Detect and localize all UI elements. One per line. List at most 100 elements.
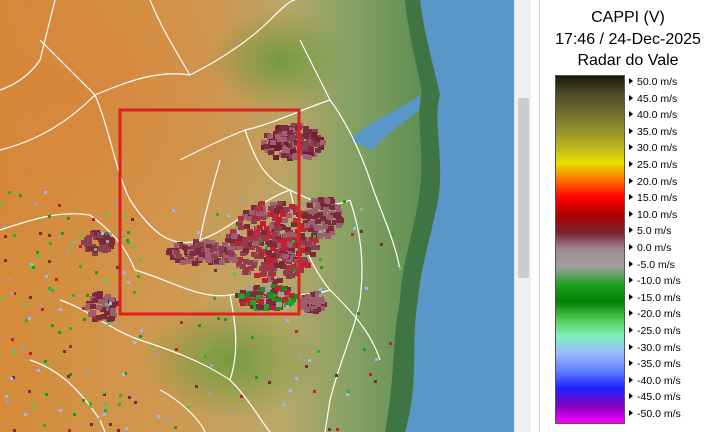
echo-pixel [330,205,336,210]
echo-speck [216,213,219,216]
echo-pixel [277,243,283,248]
echo-pixel [244,224,250,229]
echo-speck [286,305,289,308]
echo-speck [51,324,54,327]
echo-pixel [252,260,258,265]
echo-pixel [211,254,217,259]
echo-speck [36,251,39,254]
echo-pixel [287,237,293,242]
echo-speck [227,214,230,217]
echo-pixel [310,252,316,257]
echo-speck [99,283,102,286]
echo-speck [214,269,217,272]
echo-pixel [199,252,205,257]
echo-pixel [219,252,225,257]
echo-pixel [318,145,324,150]
echo-speck [73,413,76,416]
echo-pixel [94,292,100,297]
echo-pixel [254,273,260,278]
echo-speck [231,390,234,393]
echo-pixel [312,300,318,305]
echo-pixel [315,291,321,296]
echo-speck [302,211,305,214]
echo-speck [363,348,366,351]
echo-pixel [306,137,312,142]
echo-speck [116,200,119,203]
echo-speck [59,308,62,311]
echo-speck [392,233,395,236]
echo-pixel [298,263,304,268]
echo-speck [240,395,243,398]
echo-pixel [311,132,317,137]
echo-pixel [273,213,279,218]
echo-pixel [90,311,96,316]
echo-speck [127,241,130,244]
echo-pixel [269,223,275,228]
echo-speck [369,373,372,376]
echo-speck [235,226,238,229]
echo-pixel [86,303,92,308]
radar-map[interactable] [0,0,514,432]
echo-speck [49,242,52,245]
echo-speck [8,191,11,194]
echo-speck [360,208,363,211]
echo-pixel [255,206,261,211]
echo-pixel [313,309,319,314]
echo-speck [116,266,119,269]
echo-pixel [274,146,280,151]
echo-speck [217,317,220,320]
echo-speck [103,393,106,396]
echo-pixel [107,317,113,322]
echo-speck [68,429,71,432]
echo-speck [103,413,106,416]
scrollbar-thumb[interactable] [518,98,529,278]
echo-pixel [259,266,265,271]
echo-pixel [198,242,204,247]
color-bar-tick-label: -35.0 m/s [629,358,681,370]
echo-speck [210,364,213,367]
echo-pixel [98,299,104,304]
echo-pixel [190,245,196,250]
echo-speck [66,251,69,254]
echo-pixel [282,142,288,147]
echo-pixel [190,251,196,256]
echo-pixel [315,148,321,153]
echo-pixel [174,243,180,248]
echo-speck [380,243,383,246]
echo-pixel [290,149,296,154]
echo-speck [308,359,311,362]
echo-pixel [304,307,310,312]
echo-pixel [329,199,335,204]
echo-pixel [312,129,318,134]
echo-speck [180,321,183,324]
echo-pixel [237,257,243,262]
color-bar-tick-label: -5.0 m/s [629,259,675,271]
valley-shading [210,10,350,110]
echo-pixel [283,233,289,238]
radar-map-canvas[interactable] [0,0,514,432]
echo-pixel [110,311,116,316]
echo-speck [328,428,331,431]
vertical-scrollbar[interactable] [514,0,531,432]
echo-speck [353,227,356,230]
echo-pixel [305,250,311,255]
echo-pixel [276,302,282,307]
echo-pixel [259,201,265,206]
legend-panel: CAPPI (V) 17:46 / 24-Dec-2025 Radar do V… [539,0,715,432]
echo-pixel [290,146,296,151]
echo-pixel [226,234,232,239]
echo-pixel [273,155,279,160]
echo-pixel [310,292,316,297]
echo-pixel [287,232,293,237]
echo-pixel [311,198,317,203]
echo-speck [83,318,86,321]
echo-speck [251,336,254,339]
echo-pixel [329,230,335,235]
echo-speck [37,255,40,258]
echo-pixel [114,301,120,306]
echo-pixel [204,248,210,253]
echo-speck [224,318,227,321]
echo-pixel [316,142,322,147]
echo-pixel [92,317,98,322]
echo-pixel [194,243,200,248]
